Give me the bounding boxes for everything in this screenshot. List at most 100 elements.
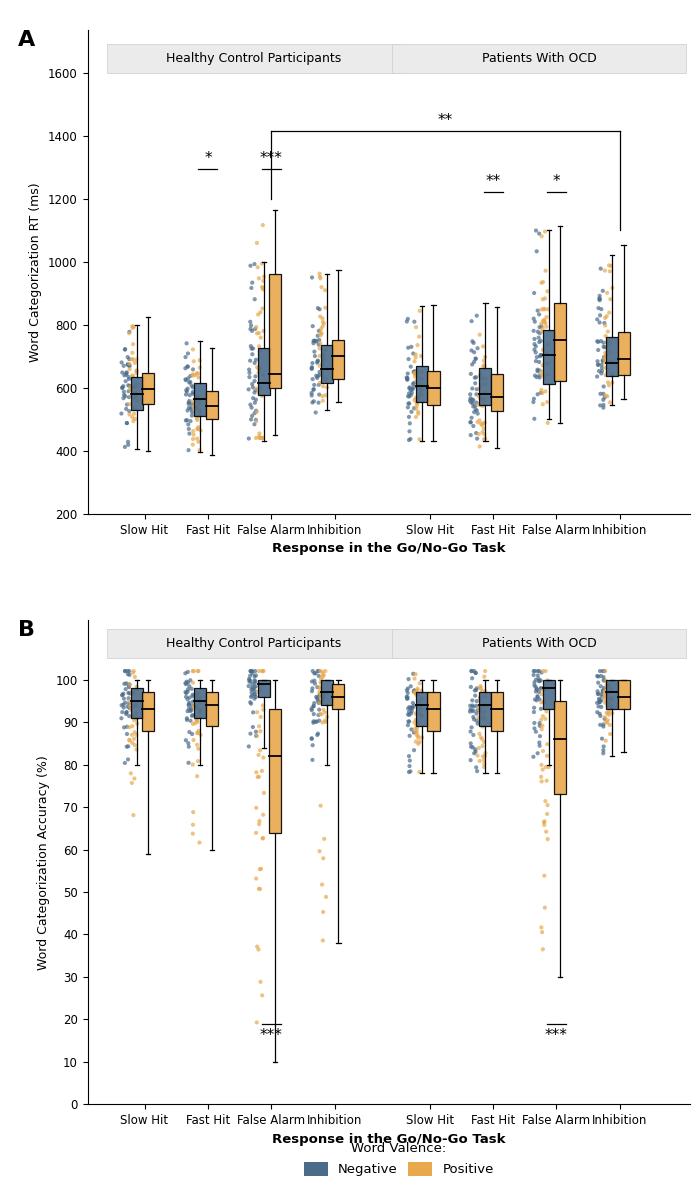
Point	[540, 709, 551, 728]
Point	[193, 368, 204, 387]
Point	[314, 704, 326, 724]
Point	[413, 728, 424, 747]
Point	[592, 367, 603, 386]
Point	[193, 661, 204, 681]
Point	[255, 721, 266, 740]
Point	[606, 689, 617, 708]
Point	[412, 362, 423, 381]
Point	[598, 384, 609, 404]
Point	[193, 721, 204, 740]
Point	[413, 734, 424, 753]
Point	[252, 258, 263, 277]
Bar	[269, 275, 281, 388]
Point	[541, 308, 552, 327]
Point	[122, 737, 134, 756]
Point	[416, 681, 427, 700]
Point	[125, 697, 136, 716]
Point	[593, 697, 604, 716]
Point	[599, 358, 610, 377]
Point	[531, 679, 542, 698]
Point	[601, 703, 612, 722]
Point	[536, 383, 547, 402]
Point	[122, 347, 133, 367]
Point	[251, 429, 262, 448]
Point	[249, 404, 260, 423]
Point	[254, 860, 265, 879]
Point	[124, 731, 135, 750]
Point	[127, 683, 138, 702]
Point	[470, 349, 482, 368]
Bar	[392, 629, 686, 658]
Point	[541, 365, 552, 384]
Point	[598, 390, 609, 410]
Point	[596, 684, 607, 703]
Point	[403, 670, 414, 689]
Point	[532, 322, 543, 341]
Point	[185, 671, 196, 690]
Point	[317, 663, 328, 682]
Point	[181, 384, 192, 404]
Point	[408, 363, 419, 382]
Point	[255, 303, 266, 322]
Point	[409, 713, 420, 732]
Point	[188, 430, 199, 449]
Point	[602, 689, 613, 708]
Point	[119, 661, 130, 681]
Point	[313, 666, 324, 685]
Point	[595, 707, 606, 726]
Point	[122, 750, 134, 769]
Point	[194, 690, 205, 709]
Point	[531, 221, 542, 240]
Point	[528, 410, 540, 429]
Point	[317, 392, 328, 411]
Point	[533, 224, 545, 244]
Point	[404, 394, 415, 413]
Point	[542, 334, 553, 353]
Point	[309, 664, 320, 683]
Point	[530, 343, 541, 362]
Point	[190, 714, 201, 733]
Point	[592, 355, 603, 374]
Point	[318, 368, 329, 387]
Point	[316, 363, 328, 382]
Point	[409, 683, 420, 702]
Point	[536, 362, 547, 381]
Point	[308, 704, 319, 724]
Point	[130, 736, 141, 755]
Point	[123, 676, 134, 695]
Point	[316, 704, 327, 724]
Point	[537, 716, 548, 736]
Point	[470, 368, 482, 387]
Point	[256, 429, 267, 448]
Point	[187, 755, 198, 774]
Point	[131, 363, 142, 382]
Point	[131, 388, 142, 407]
Point	[317, 387, 328, 406]
Point	[605, 290, 616, 309]
Point	[251, 357, 262, 376]
Point	[314, 691, 326, 710]
Point	[183, 369, 194, 388]
Point	[468, 417, 479, 436]
Point	[470, 374, 481, 393]
Point	[414, 673, 426, 693]
Point	[116, 404, 127, 423]
Point	[245, 693, 256, 712]
Point	[533, 328, 544, 347]
Point	[244, 361, 255, 380]
Point	[130, 667, 141, 687]
Point	[466, 393, 477, 412]
Point	[601, 684, 612, 703]
Bar	[554, 303, 566, 381]
Text: B: B	[18, 621, 35, 640]
Point	[318, 666, 330, 685]
Point	[124, 401, 135, 420]
Point	[255, 740, 266, 759]
Point	[248, 388, 259, 407]
Point	[594, 715, 606, 734]
Point	[181, 382, 193, 401]
Point	[414, 386, 425, 405]
Point	[538, 300, 550, 319]
Point	[317, 351, 328, 370]
Point	[471, 691, 482, 710]
